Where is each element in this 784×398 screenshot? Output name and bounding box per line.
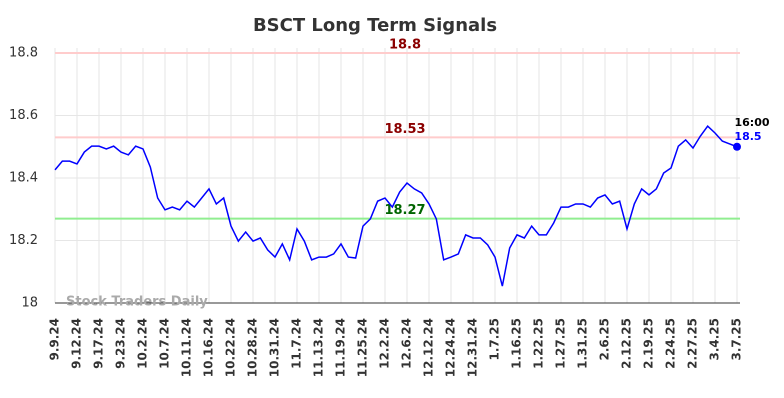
- x-tick-label: 12.12.24: [422, 318, 436, 377]
- x-tick-label: 1.7.25: [488, 318, 502, 361]
- x-tick-label: 10.7.24: [158, 318, 172, 369]
- x-tick-label: 9.23.24: [114, 318, 128, 369]
- x-tick-label: 9.17.24: [92, 318, 106, 369]
- price-line: [54, 124, 738, 287]
- y-tick-label: 18.2: [9, 233, 38, 248]
- x-tick-label: 11.19.24: [334, 318, 348, 377]
- last-point: [733, 142, 741, 151]
- x-tick-label: 11.25.24: [356, 318, 370, 377]
- x-tick-label: 1.16.25: [510, 318, 524, 369]
- y-tick-label: 18: [21, 296, 38, 311]
- y-tick-label: 18.4: [9, 171, 38, 186]
- x-tick-label: 3.4.25: [708, 318, 722, 361]
- x-tick-label: 12.2.24: [378, 318, 392, 369]
- x-tick-label: 10.28.24: [246, 318, 260, 377]
- x-tick-label: 11.13.24: [312, 318, 326, 377]
- last-time-label: 16:00: [734, 116, 769, 129]
- x-tick-label: 1.22.25: [532, 318, 546, 369]
- last-value-label: 18.5: [734, 130, 761, 143]
- x-tick-label: 12.31.24: [466, 318, 480, 377]
- y-tick-label: 18.6: [9, 108, 38, 123]
- x-tick-label: 10.16.24: [202, 318, 216, 377]
- x-tick-label: 2.6.25: [598, 318, 612, 361]
- x-tick-label: 3.7.25: [730, 318, 744, 361]
- x-tick-label: 10.31.24: [268, 318, 282, 377]
- x-tick-label: 1.31.25: [576, 318, 590, 369]
- x-tick-label: 11.7.24: [290, 318, 304, 369]
- y-tick-label: 18.8: [9, 46, 38, 61]
- x-tick-label: 12.6.24: [400, 318, 414, 369]
- x-tick-label: 1.27.25: [554, 318, 568, 369]
- x-tick-label: 10.11.24: [180, 318, 194, 377]
- chart-title: BSCT Long Term Signals: [253, 15, 497, 36]
- x-tick-label: 9.12.24: [70, 318, 84, 369]
- x-tick-label: 12.24.24: [444, 318, 458, 377]
- x-tick-label: 9.9.24: [48, 318, 62, 361]
- x-tick-label: 10.2.24: [136, 318, 150, 369]
- signal-label: 18.53: [384, 122, 425, 137]
- x-tick-label: 2.19.25: [642, 318, 656, 369]
- signal-label: 18.8: [389, 38, 421, 53]
- x-tick-label: 10.22.24: [224, 318, 238, 377]
- watermark: Stock Traders Daily: [66, 295, 208, 310]
- x-tick-label: 2.27.25: [686, 318, 700, 369]
- x-tick-label: 2.24.25: [664, 318, 678, 369]
- signal-label: 18.27: [384, 203, 425, 218]
- x-tick-label: 2.12.25: [620, 318, 634, 369]
